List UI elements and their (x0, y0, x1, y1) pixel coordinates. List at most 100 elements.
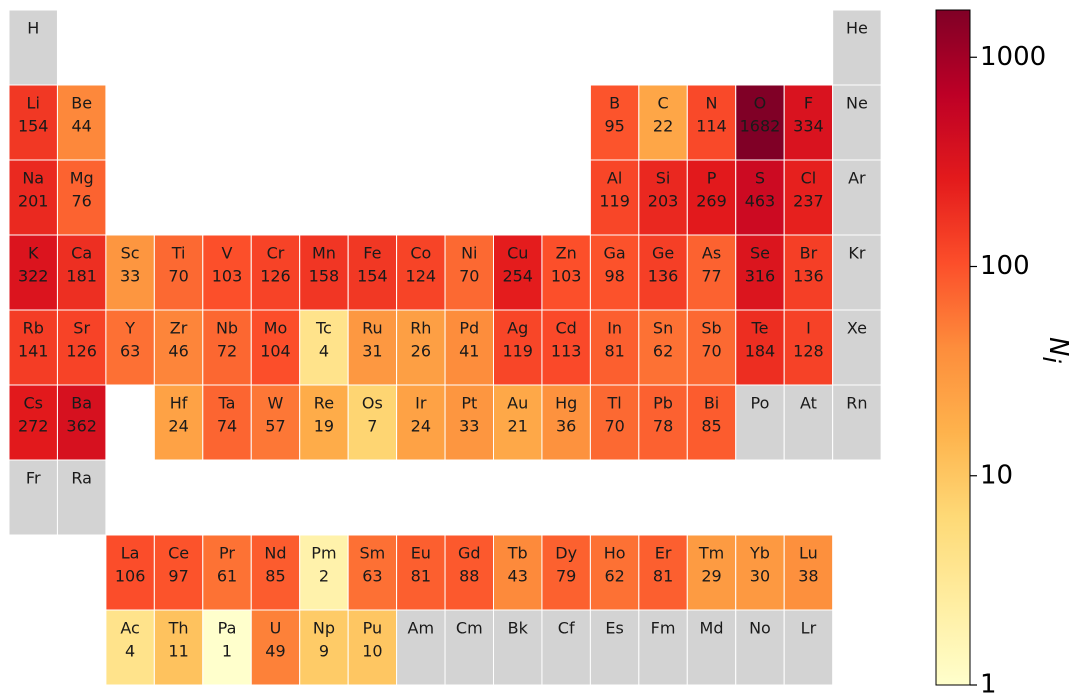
element-value: 158 (309, 267, 340, 286)
element-cell (56, 384, 107, 461)
element-value: 38 (798, 567, 818, 586)
element-symbol: Ga (604, 244, 626, 263)
element-symbol: Au (507, 394, 528, 413)
element-cell (541, 609, 591, 686)
element-symbol: K (28, 244, 39, 263)
element-cell (638, 384, 688, 461)
element-value: 4 (125, 642, 135, 661)
element-value: 463 (745, 192, 776, 211)
element-symbol: Pa (218, 619, 237, 638)
colorbar-label-main: N (1044, 337, 1074, 356)
element-value: 72 (217, 342, 237, 361)
element-symbol: Te (751, 319, 769, 338)
element-cell (105, 609, 155, 686)
element-cell (541, 309, 591, 386)
colorbar-tick-label: 1 (980, 670, 997, 698)
element-cell (250, 384, 301, 461)
element-cell (8, 84, 58, 161)
element-value: 74 (217, 417, 237, 436)
element-value: 44 (71, 117, 91, 136)
element-symbol: Sm (360, 544, 386, 563)
element-symbol: Ag (507, 319, 528, 338)
element-value: 63 (362, 567, 382, 586)
element-value: 184 (745, 342, 776, 361)
element-value: 22 (653, 117, 673, 136)
element-value: 81 (604, 342, 624, 361)
element-symbol: Mn (312, 244, 336, 263)
element-symbol: Ar (848, 169, 866, 188)
element-symbol: Lu (799, 544, 818, 563)
element-symbol: C (657, 94, 668, 113)
element-value: 362 (66, 417, 97, 436)
element-value: 98 (604, 267, 624, 286)
element-value: 79 (556, 567, 576, 586)
element-value: 124 (406, 267, 437, 286)
element-symbol: Ne (846, 94, 868, 113)
element-symbol: Cl (801, 169, 817, 188)
element-cell (202, 534, 252, 611)
element-symbol: Pm (311, 544, 336, 563)
element-symbol: Bi (704, 394, 719, 413)
element-value: 103 (551, 267, 582, 286)
element-cell (202, 234, 252, 311)
element-symbol: Ac (120, 619, 139, 638)
element-symbol: Ce (168, 544, 189, 563)
element-value: 70 (604, 417, 624, 436)
element-value: 24 (168, 417, 188, 436)
element-cell (250, 534, 301, 611)
element-symbol: Am (408, 619, 435, 638)
element-symbol: La (121, 544, 140, 563)
element-value: 128 (793, 342, 824, 361)
element-cell (832, 84, 882, 161)
element-value: 126 (260, 267, 291, 286)
element-symbol: O (754, 94, 767, 113)
element-cell (347, 534, 398, 611)
element-cell (832, 234, 882, 311)
element-symbol: Cs (23, 394, 43, 413)
element-symbol: Gd (458, 544, 481, 563)
element-cell (347, 384, 398, 461)
element-symbol: Be (71, 94, 92, 113)
element-cell (105, 309, 155, 386)
element-value: 70 (459, 267, 479, 286)
element-cell (299, 234, 349, 311)
element-symbol: Eu (411, 544, 431, 563)
element-value: 43 (508, 567, 528, 586)
element-value: 7 (367, 417, 377, 436)
element-cell (735, 159, 785, 236)
element-value: 97 (168, 567, 188, 586)
element-cell (589, 309, 640, 386)
element-cell (396, 309, 446, 386)
element-symbol: Ba (71, 394, 92, 413)
element-symbol: At (800, 394, 817, 413)
element-symbol: Ru (362, 319, 383, 338)
element-cell (299, 534, 349, 611)
element-cell (299, 609, 349, 686)
element-value: 11 (168, 642, 188, 661)
element-symbol: Tc (315, 319, 332, 338)
element-symbol: Rh (410, 319, 431, 338)
element-symbol: Kr (848, 244, 865, 263)
element-symbol: U (270, 619, 282, 638)
element-symbol: Ni (461, 244, 477, 263)
element-value: 95 (604, 117, 624, 136)
element-symbol: Si (656, 169, 671, 188)
element-symbol: H (27, 19, 39, 38)
element-cell (783, 159, 834, 236)
element-symbol: Al (607, 169, 622, 188)
element-cell (202, 609, 252, 686)
element-cell (8, 459, 58, 536)
element-symbol: Pu (363, 619, 383, 638)
element-symbol: Rn (846, 394, 867, 413)
element-symbol: Rb (23, 319, 44, 338)
element-symbol: Os (362, 394, 383, 413)
element-cell (8, 384, 58, 461)
element-symbol: Tb (507, 544, 528, 563)
element-cell (783, 384, 834, 461)
element-cell (638, 609, 688, 686)
element-symbol: V (222, 244, 233, 263)
element-value: 126 (66, 342, 97, 361)
element-symbol: Zr (170, 319, 188, 338)
element-symbol: Ra (71, 469, 92, 488)
element-symbol: Ti (171, 244, 186, 263)
